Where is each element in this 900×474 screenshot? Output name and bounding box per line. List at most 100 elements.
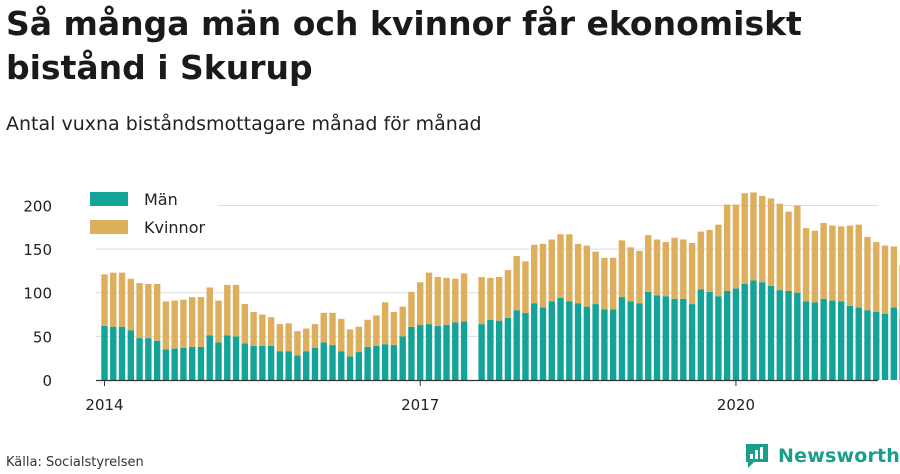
bar-kvinnor xyxy=(390,311,398,346)
bar-kvinnor xyxy=(355,326,363,353)
bar-kvinnor xyxy=(206,287,213,336)
bar-kvinnor xyxy=(189,297,196,347)
bar-kvinnor xyxy=(215,300,222,343)
source-note: Källa: Socialstyrelsen xyxy=(6,455,144,470)
bar-kvinnor xyxy=(750,192,757,281)
bar-kvinnor xyxy=(232,284,240,337)
bar-kvinnor xyxy=(557,234,564,298)
chart-title: Så många män och kvinnor får ekonomiskt … xyxy=(6,4,802,87)
bar-man xyxy=(706,291,713,380)
bar-man xyxy=(136,338,143,380)
bar-man xyxy=(478,324,485,380)
bar-kvinnor xyxy=(539,243,547,308)
bar-man xyxy=(425,324,433,380)
bar-man xyxy=(741,284,748,380)
bar-kvinnor xyxy=(276,324,284,352)
bar-man xyxy=(364,346,371,380)
bar-kvinnor xyxy=(609,257,617,310)
bar-kvinnor xyxy=(285,323,292,352)
bar-kvinnor xyxy=(408,291,415,327)
bar-man xyxy=(171,348,178,380)
bar-kvinnor xyxy=(697,231,705,290)
bar-kvinnor xyxy=(513,256,520,311)
bar-man xyxy=(697,289,705,380)
bar-man xyxy=(715,296,722,380)
bar-kvinnor xyxy=(548,239,555,302)
bar-kvinnor xyxy=(320,312,327,343)
bar-man xyxy=(636,303,643,380)
y-tick-label: 200 xyxy=(23,197,52,215)
bar-man xyxy=(285,351,292,380)
bar-man xyxy=(495,320,503,380)
bar-kvinnor xyxy=(364,319,371,347)
bar-kvinnor xyxy=(706,229,713,292)
bar-kvinnor xyxy=(531,244,538,304)
y-tick-label: 100 xyxy=(23,285,52,303)
bar-man xyxy=(829,300,836,380)
bar-kvinnor xyxy=(443,277,450,326)
bar-kvinnor xyxy=(846,225,854,306)
bar-kvinnor xyxy=(566,234,573,302)
bar-kvinnor xyxy=(250,311,257,346)
bar-man xyxy=(294,355,301,380)
bar-man xyxy=(303,351,310,380)
bar-kvinnor xyxy=(118,272,126,327)
bar-man xyxy=(873,311,880,380)
bar-man xyxy=(189,346,196,380)
bar-kvinnor xyxy=(636,250,643,304)
x-tick-label: 2017 xyxy=(401,396,439,414)
bar-kvinnor xyxy=(802,228,810,302)
bar-man xyxy=(241,343,249,380)
brand-name: Newsworthy xyxy=(778,445,900,467)
bar-kvinnor xyxy=(504,270,512,319)
bar-kvinnor xyxy=(864,236,871,311)
bar-kvinnor xyxy=(618,240,626,298)
bar-man xyxy=(504,318,512,380)
bar-man xyxy=(408,326,415,380)
y-tick-label: 0 xyxy=(42,372,52,390)
bar-man xyxy=(785,290,792,380)
bar-man xyxy=(381,344,389,380)
bar-man xyxy=(460,321,468,380)
bar-kvinnor xyxy=(592,251,599,305)
legend-swatch-kvinnor xyxy=(90,220,128,234)
bar-man xyxy=(811,302,819,380)
bar-man xyxy=(224,335,231,380)
bar-man xyxy=(417,325,424,380)
bar-kvinnor xyxy=(381,302,389,345)
bar-man xyxy=(890,307,897,380)
axes: 0501001502002014201720202022 xyxy=(23,197,878,414)
bar-man xyxy=(443,325,450,380)
bars xyxy=(101,192,900,380)
bar-man xyxy=(145,338,152,380)
bar-man xyxy=(548,301,555,380)
bar-man xyxy=(627,301,634,380)
bar-man xyxy=(487,319,494,380)
bar-kvinnor xyxy=(197,297,205,347)
bar-man xyxy=(197,346,205,380)
bar-man xyxy=(671,298,678,380)
bar-kvinnor xyxy=(732,204,740,289)
bar-man xyxy=(329,345,336,380)
bar-kvinnor xyxy=(583,245,591,307)
bar-man xyxy=(206,335,213,380)
bar-man xyxy=(732,288,740,380)
bar-kvinnor xyxy=(767,198,775,286)
bar-man xyxy=(250,345,257,380)
bar-kvinnor xyxy=(153,284,161,341)
bar-man xyxy=(846,305,854,380)
bar-man xyxy=(618,297,626,380)
bar-man xyxy=(276,351,284,380)
chart-subtitle: Antal vuxna biståndsmottagare månad för … xyxy=(6,113,482,135)
bar-kvinnor xyxy=(495,277,503,321)
legend-label-man: Män xyxy=(144,189,178,209)
bar-man xyxy=(452,322,459,380)
bar-kvinnor xyxy=(574,243,582,304)
bar-man xyxy=(390,345,398,380)
bar-kvinnor xyxy=(794,205,801,293)
bar-man xyxy=(162,349,170,380)
bar-kvinnor xyxy=(373,315,380,346)
bar-kvinnor xyxy=(741,193,748,284)
bar-kvinnor xyxy=(522,261,529,313)
